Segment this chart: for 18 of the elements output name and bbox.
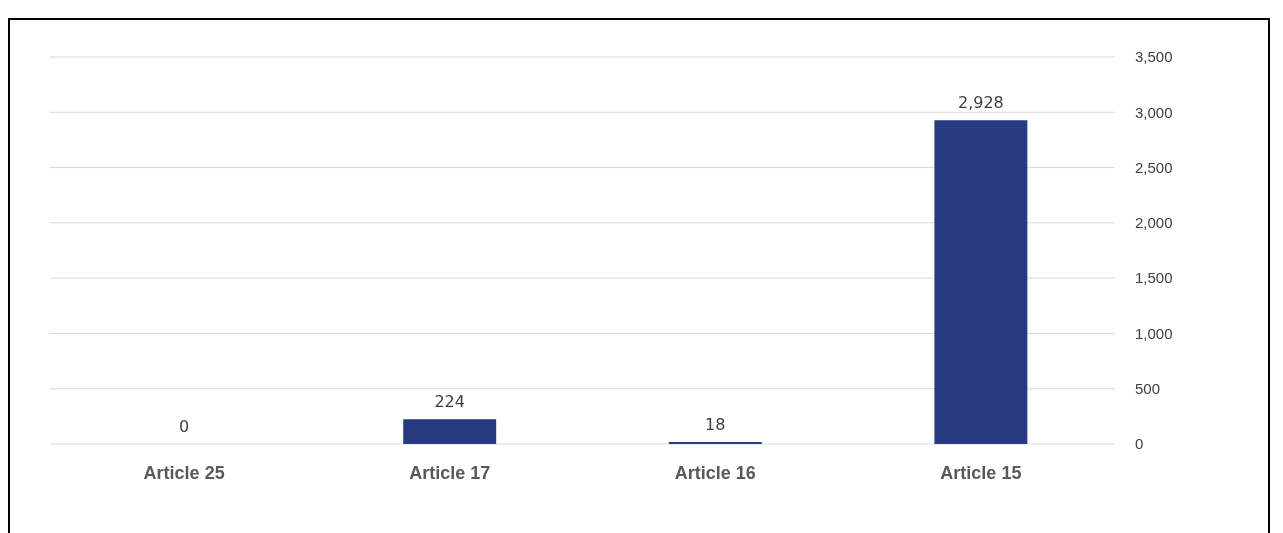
y-tick-label: 3,500 bbox=[1135, 48, 1173, 66]
y-tick-label: 2,500 bbox=[1135, 158, 1173, 176]
y-tick-label: 1,000 bbox=[1135, 324, 1173, 342]
y-tick-label: 2,000 bbox=[1135, 214, 1173, 232]
data-label: 18 bbox=[705, 415, 726, 435]
bar bbox=[403, 419, 497, 444]
y-tick-label: 0 bbox=[1135, 435, 1144, 453]
x-tick-label: Article 16 bbox=[674, 462, 756, 483]
y-tick-label: 500 bbox=[1135, 380, 1161, 398]
x-tick-label: Article 15 bbox=[940, 462, 1022, 483]
data-label: 0 bbox=[179, 417, 190, 436]
y-tick-label: 3,000 bbox=[1135, 103, 1173, 121]
y-tick-label: 1,500 bbox=[1135, 269, 1173, 287]
bar bbox=[934, 120, 1028, 444]
x-tick-label: Article 25 bbox=[143, 462, 225, 483]
data-label: 224 bbox=[434, 392, 465, 412]
data-label: 2,928 bbox=[957, 93, 1004, 113]
x-tick-label: Article 17 bbox=[409, 462, 491, 483]
